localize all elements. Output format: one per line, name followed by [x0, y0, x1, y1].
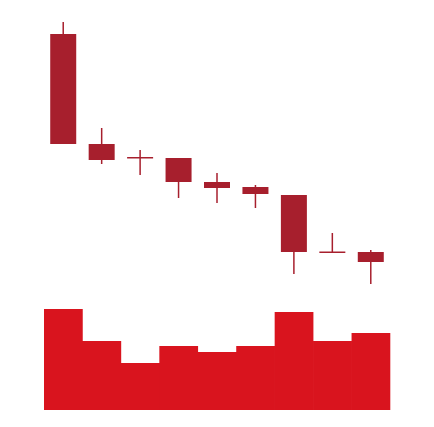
volume-bar — [351, 333, 391, 410]
volume-bar — [197, 352, 237, 410]
candle-body — [357, 252, 384, 262]
volume-bar — [44, 309, 83, 410]
volume-bar — [159, 346, 199, 410]
volume-bar — [274, 312, 314, 410]
candle-body — [242, 187, 269, 194]
volume-bar — [313, 341, 352, 410]
volume-bar — [120, 363, 160, 410]
candle-body — [88, 144, 115, 160]
candle-body — [280, 195, 307, 252]
volume-bar — [82, 341, 122, 410]
candle-body — [165, 158, 192, 182]
candle-body — [204, 182, 230, 188]
candle-body — [319, 251, 346, 253]
volume-bar — [236, 346, 275, 410]
candle-body — [127, 157, 154, 159]
candle-body — [50, 34, 77, 144]
